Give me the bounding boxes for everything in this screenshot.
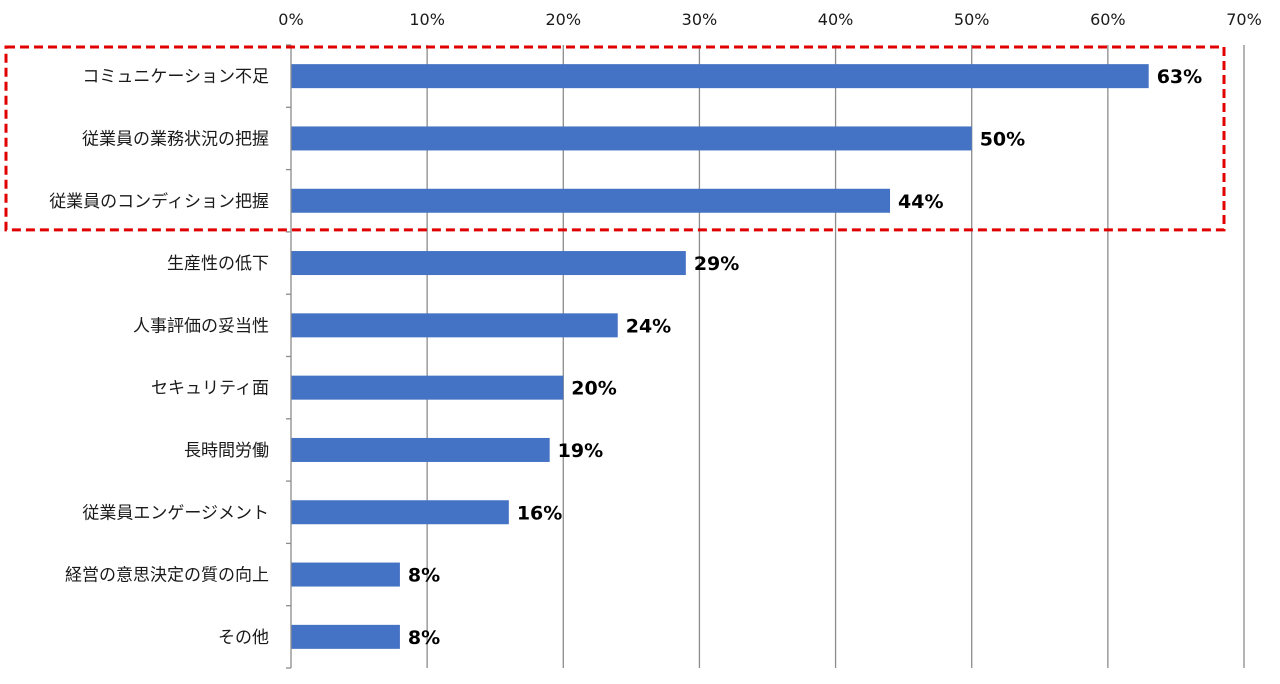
data-label: 63% — [1157, 66, 1202, 88]
bar — [291, 251, 686, 276]
x-tick-label: 70% — [1226, 10, 1262, 29]
bar — [291, 188, 891, 213]
data-label: 8% — [408, 627, 440, 649]
bar — [291, 624, 400, 649]
category-label: 生産性の低下 — [167, 254, 269, 274]
data-label: 20% — [571, 378, 616, 400]
data-label: 44% — [898, 191, 943, 213]
highlight-box — [4, 45, 1226, 232]
highlight-box-layer — [4, 45, 1226, 232]
data-label: 50% — [980, 128, 1025, 150]
y-axis — [286, 44, 292, 669]
x-axis-tick-labels: 0% 10% 20% 30% 40% 50% 60% 70% — [278, 10, 1261, 29]
data-label: 16% — [517, 502, 562, 524]
bar — [291, 562, 400, 587]
bar — [291, 375, 564, 400]
category-label: 人事評価の妥当性 — [133, 316, 269, 336]
bar — [291, 313, 618, 338]
category-label: その他 — [218, 628, 269, 648]
category-labels: コミュニケーション不足従業員の業務状況の把握従業員のコンディション把握生産性の低… — [49, 67, 269, 648]
x-tick-label: 30% — [682, 10, 718, 29]
x-tick-label: 0% — [278, 10, 303, 29]
category-label: 従業員の業務状況の把握 — [82, 129, 269, 149]
data-labels: 63% 50% 44% 29% 24% 20% 19% 16% 8% 8% — [408, 66, 1202, 649]
data-label: 24% — [626, 315, 671, 337]
category-label: 従業員のコンディション把握 — [49, 191, 269, 212]
category-label: コミュニケーション不足 — [82, 67, 269, 87]
category-label: 経営の意思決定の質の向上 — [65, 566, 269, 586]
data-label: 8% — [408, 565, 440, 587]
x-tick-label: 40% — [818, 10, 854, 29]
x-tick-label: 10% — [409, 10, 445, 29]
bar — [291, 500, 509, 525]
bar — [291, 126, 972, 151]
bar — [291, 437, 550, 462]
x-tick-label: 20% — [546, 10, 582, 29]
data-label: 29% — [694, 253, 739, 275]
bars — [291, 64, 1149, 649]
x-tick-label: 50% — [954, 10, 990, 29]
category-label: 長時間労働 — [184, 441, 269, 461]
category-label: セキュリティ面 — [151, 379, 269, 399]
category-label: 従業員エンゲージメント — [82, 503, 269, 523]
bar — [291, 64, 1149, 89]
data-label: 19% — [558, 440, 603, 462]
x-tick-label: 60% — [1090, 10, 1126, 29]
